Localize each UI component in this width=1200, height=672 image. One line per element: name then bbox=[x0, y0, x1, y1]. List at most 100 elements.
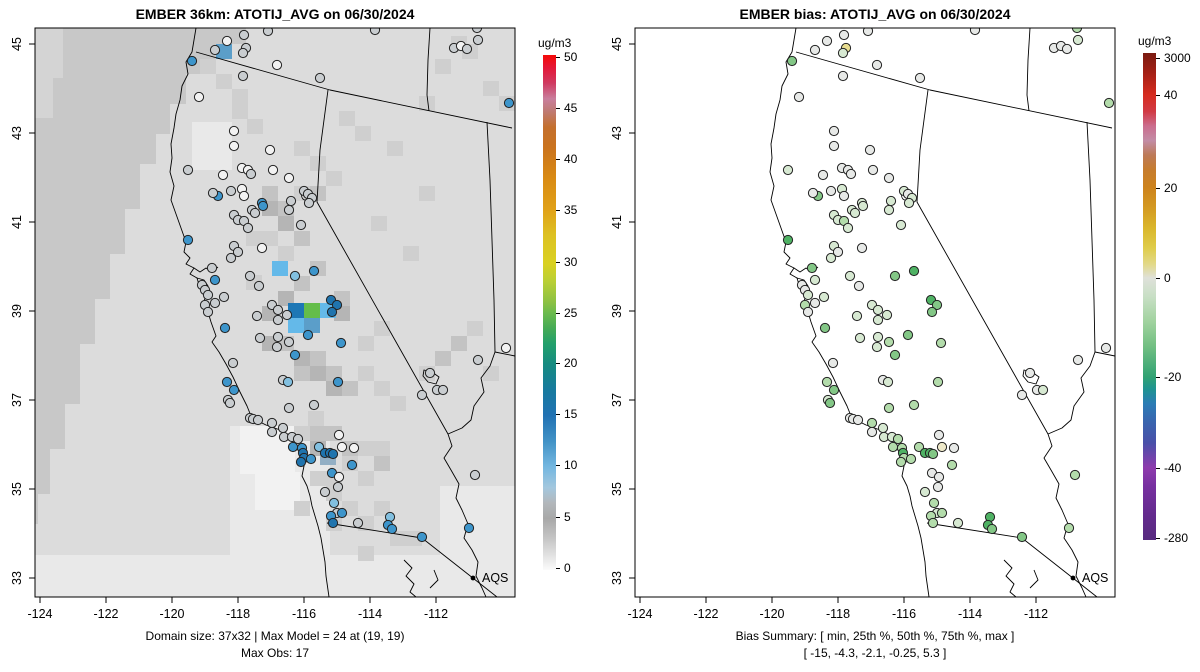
station-point bbox=[327, 448, 339, 460]
station-point bbox=[1069, 469, 1081, 481]
station-point bbox=[283, 172, 295, 184]
plot-frame bbox=[34, 27, 516, 598]
gila2-outline bbox=[1029, 569, 1039, 589]
model-caption-line2: Max Obs: 17 bbox=[240, 646, 310, 660]
station-point bbox=[252, 414, 264, 426]
bias-caption-line1: Bias Summary: [ min, 25th %, 50th %, 75t… bbox=[735, 629, 1015, 643]
station-point bbox=[503, 97, 515, 109]
station-point bbox=[308, 265, 320, 277]
colorbar-tick-label: 10 bbox=[564, 458, 578, 473]
x-axis-tick-label: -118 bbox=[226, 607, 250, 621]
station-point bbox=[295, 219, 307, 231]
station-point bbox=[416, 531, 428, 543]
station-point bbox=[905, 453, 917, 465]
station-point bbox=[1024, 367, 1036, 379]
colorbar-tick-label: -20 bbox=[1164, 369, 1182, 384]
station-point bbox=[277, 422, 289, 434]
x-axis-tick-label: -116 bbox=[292, 607, 316, 621]
station-point bbox=[228, 125, 240, 137]
station-point bbox=[302, 329, 314, 341]
station-point bbox=[1016, 389, 1028, 401]
station-point bbox=[908, 399, 920, 411]
station-point bbox=[256, 242, 268, 254]
station-point bbox=[807, 187, 819, 199]
station-point bbox=[266, 426, 278, 438]
y-axis-tick-label: 37 bbox=[610, 393, 624, 407]
station-point bbox=[219, 322, 231, 334]
station-point bbox=[218, 291, 230, 303]
colorbar-tick-label: 50 bbox=[564, 50, 578, 65]
station-point bbox=[821, 376, 833, 388]
station-point bbox=[424, 367, 436, 379]
bias-panel-title: EMBER bias: ATOTIJ_AVG on 06/30/2024 bbox=[739, 6, 1011, 22]
station-point bbox=[782, 164, 794, 176]
station-point bbox=[969, 28, 981, 36]
colorbar-tick-label: 25 bbox=[564, 305, 578, 320]
aqs-legend-label: AQS bbox=[482, 571, 508, 585]
station-point bbox=[352, 517, 364, 529]
station-point bbox=[1016, 531, 1028, 543]
station-point bbox=[237, 47, 249, 59]
station-point bbox=[326, 306, 338, 318]
station-point bbox=[806, 262, 818, 274]
station-point bbox=[332, 376, 344, 388]
station-point bbox=[933, 471, 945, 483]
station-point bbox=[271, 59, 283, 71]
station-point bbox=[885, 195, 897, 207]
ca_nv-outline bbox=[916, 89, 1049, 435]
y-axis-tick-label: 37 bbox=[10, 393, 24, 407]
station-point bbox=[908, 265, 920, 277]
station-point bbox=[952, 517, 964, 529]
station-point bbox=[253, 280, 265, 292]
colorbar-tickmark bbox=[1156, 94, 1160, 96]
colorbar-tick-label: -280 bbox=[1164, 530, 1189, 545]
station-point bbox=[895, 456, 907, 468]
x-axis-tick-label: -122 bbox=[693, 607, 718, 621]
station-point bbox=[819, 322, 831, 334]
station-point bbox=[227, 357, 239, 369]
station-point bbox=[889, 349, 901, 361]
station-point bbox=[437, 384, 449, 396]
model-panel-title: EMBER 36km: ATOTIJ_AVG on 06/30/2024 bbox=[135, 6, 415, 22]
colorbar-tickmark bbox=[556, 108, 560, 110]
station-point bbox=[336, 441, 348, 453]
x-axis-tick-label: -120 bbox=[759, 607, 784, 621]
station-point bbox=[238, 190, 250, 202]
station-point bbox=[872, 304, 884, 316]
station-point bbox=[202, 289, 214, 301]
station-point bbox=[305, 453, 317, 465]
station-point bbox=[283, 402, 295, 414]
station-point bbox=[818, 291, 830, 303]
station-point bbox=[932, 481, 944, 493]
station-point bbox=[883, 204, 895, 216]
station-point bbox=[237, 70, 249, 82]
station-point bbox=[882, 376, 894, 388]
x-axis-tick-label: -124 bbox=[27, 607, 52, 621]
station-point bbox=[824, 397, 836, 409]
station-point bbox=[986, 523, 998, 535]
station-point bbox=[271, 341, 283, 353]
station-point bbox=[244, 270, 256, 282]
station-point bbox=[287, 441, 299, 453]
colorbar-tickmark bbox=[1156, 376, 1160, 378]
gila1-outline bbox=[1003, 559, 1017, 597]
colorbar-tick-label: 0 bbox=[564, 560, 571, 575]
station-point bbox=[845, 168, 857, 180]
station-point bbox=[335, 337, 347, 349]
station-point bbox=[851, 310, 863, 322]
colorado-outline bbox=[443, 351, 496, 597]
station-point bbox=[1103, 97, 1115, 109]
station-point bbox=[232, 246, 244, 258]
station-point bbox=[825, 185, 837, 197]
station-point bbox=[928, 497, 940, 509]
station-point bbox=[864, 144, 876, 156]
station-point bbox=[289, 349, 301, 361]
colorbar-tickmark bbox=[556, 414, 560, 416]
colorbar-tickmark bbox=[556, 159, 560, 161]
station-point bbox=[932, 376, 944, 388]
station-point bbox=[264, 144, 276, 156]
station-point bbox=[802, 289, 814, 301]
station-point bbox=[416, 389, 428, 401]
station-point bbox=[832, 246, 844, 258]
